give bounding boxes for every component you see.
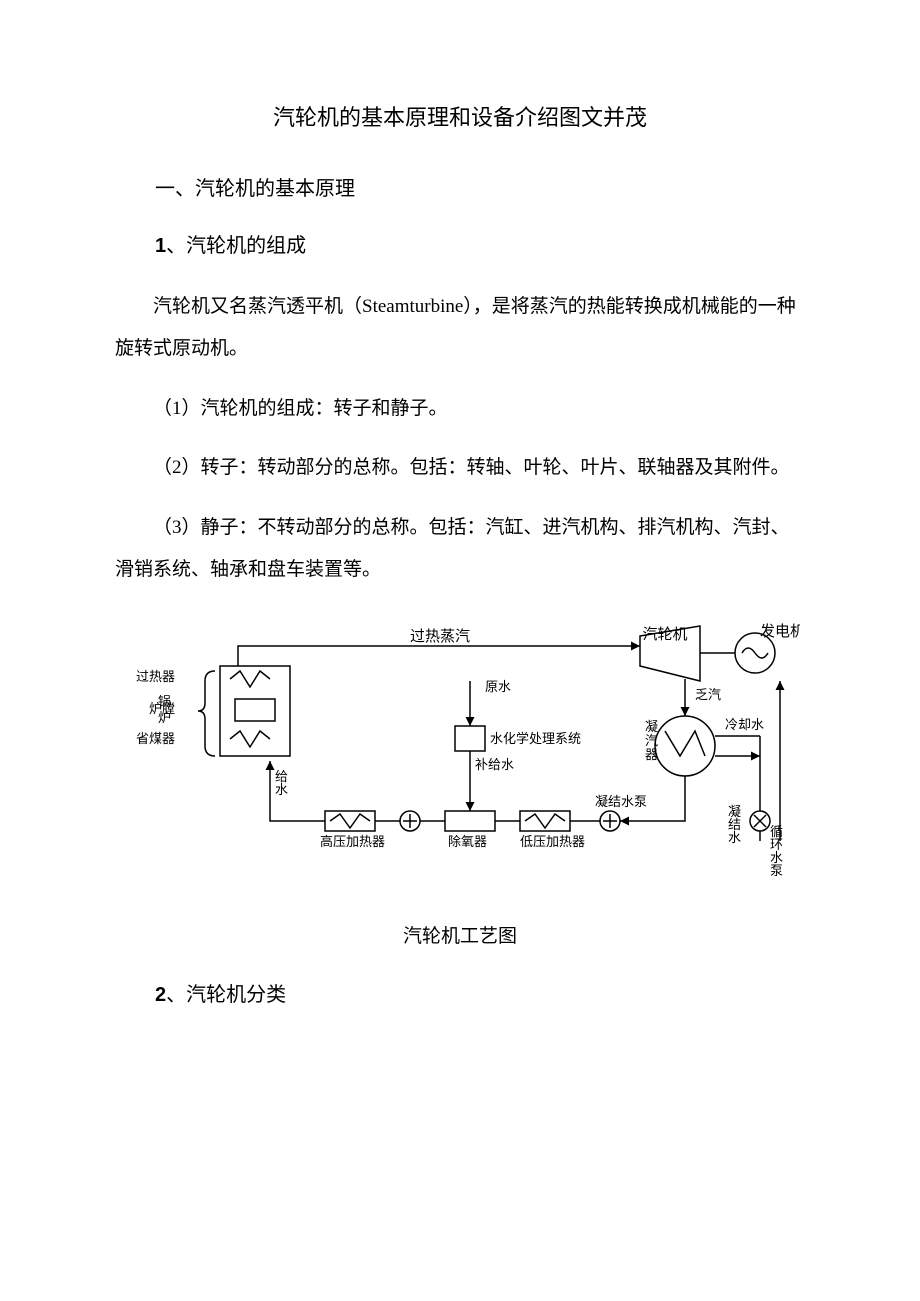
section-heading-1: 一、汽轮机的基本原理 [115, 172, 805, 201]
paragraph-4: （3）静子：不转动部分的总称。包括：汽缸、进汽机构、排汽机构、汽封、滑销系统、轴… [115, 507, 805, 591]
subheading-1: 1、汽轮机的组成 [115, 229, 805, 258]
page-title: 汽轮机的基本原理和设备介绍图文并茂 [115, 100, 805, 132]
label-furnace: 炉膛 [149, 701, 175, 716]
subheading-2-num: 2 [155, 984, 166, 1006]
label-superheated-steam: 过热蒸汽 [410, 628, 470, 645]
paragraph-1: 汽轮机又名蒸汽透平机（Steamturbine），是将蒸汽的热能转换成机械能的一… [115, 286, 805, 370]
label-superheater: 过热器 [136, 669, 175, 684]
label-hp-heater: 高压加热器 [320, 834, 385, 849]
label-condensate: 凝结水 [728, 804, 741, 845]
label-deaerator: 除氧器 [448, 834, 487, 849]
label-lp-heater: 低压加热器 [520, 834, 585, 849]
label-raw-water: 原水 [485, 679, 511, 694]
label-condensate-pump: 凝结水泵 [595, 794, 647, 809]
label-condenser: 凝汽器 [645, 719, 658, 762]
paragraph-3: （2）转子：转动部分的总称。包括：转轴、叶轮、叶片、联轴器及其附件。 [115, 447, 805, 489]
label-water-treatment: 水化学处理系统 [490, 731, 581, 746]
label-feedwater: 给水 [275, 769, 288, 797]
label-turbine: 汽轮机 [642, 626, 687, 643]
label-economizer: 省煤器 [136, 731, 175, 746]
subheading-1-num: 1 [155, 235, 166, 257]
label-circ-pump: 循环水泵 [770, 824, 783, 878]
process-diagram: 过热蒸汽 汽轮机 发电机 乏汽 凝汽器 冷却水 循环水泵 凝结水 [115, 621, 805, 901]
label-generator: 发电机 [760, 623, 800, 640]
paragraph-2: （1）汽轮机的组成：转子和静子。 [115, 388, 805, 430]
label-exhaust: 乏汽 [695, 687, 721, 702]
subheading-1-text: 、汽轮机的组成 [166, 235, 306, 257]
label-cooling-water: 冷却水 [725, 717, 764, 732]
diagram-caption: 汽轮机工艺图 [115, 921, 805, 948]
subheading-2-text: 、汽轮机分类 [166, 984, 286, 1006]
subheading-2: 2、汽轮机分类 [115, 978, 805, 1007]
label-makeup-water: 补给水 [475, 757, 514, 772]
